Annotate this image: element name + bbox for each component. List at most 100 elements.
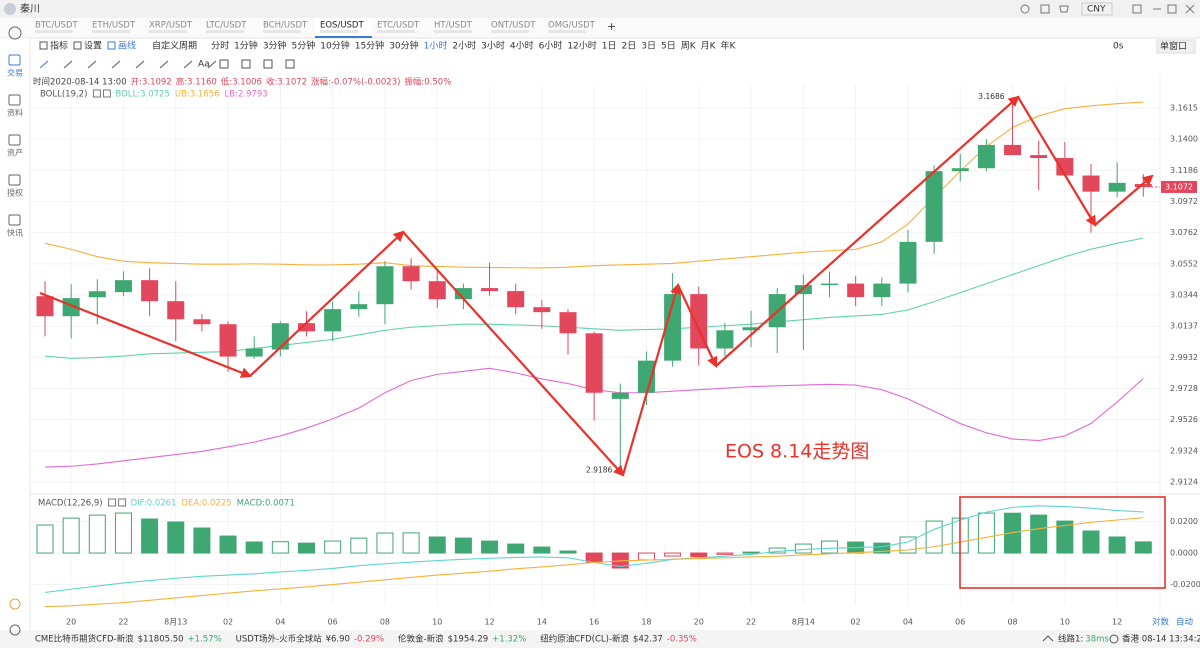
- tool[interactable]: 设置: [84, 41, 102, 52]
- period[interactable]: 分时: [211, 40, 229, 52]
- period[interactable]: 2日: [622, 41, 637, 52]
- period[interactable]: 10分钟: [320, 40, 349, 52]
- draw-tool[interactable]: [159, 60, 169, 69]
- draw-tool[interactable]: [263, 59, 273, 69]
- current-price: 3.1072: [1165, 182, 1193, 191]
- draw-tool[interactable]: [183, 60, 193, 69]
- icon[interactable]: [1167, 4, 1177, 14]
- window-mode[interactable]: 单窗口: [1160, 40, 1187, 52]
- sidebar-label[interactable]: 资产: [7, 148, 23, 158]
- tab[interactable]: ONT/USDT: [491, 21, 536, 31]
- draw-tool[interactable]: [241, 59, 251, 69]
- tool-icon[interactable]: [107, 41, 116, 50]
- period[interactable]: 15分钟: [355, 40, 384, 52]
- tab[interactable]: HT/USDT: [434, 21, 473, 31]
- draw-tool[interactable]: [207, 60, 217, 69]
- tab-underline: [315, 36, 372, 38]
- text-tool[interactable]: Aa: [198, 60, 210, 70]
- sidebar-label[interactable]: 资料: [7, 108, 23, 118]
- period[interactable]: 6小时: [539, 40, 563, 52]
- x-tick-label: 04: [903, 618, 913, 627]
- icon[interactable]: [1132, 4, 1142, 14]
- draw-tool[interactable]: [39, 60, 49, 69]
- period[interactable]: 5分钟: [292, 40, 316, 52]
- draw-tool[interactable]: [285, 59, 295, 69]
- sidebar-icon[interactable]: [8, 54, 21, 66]
- period[interactable]: 1分钟: [234, 40, 258, 52]
- candle-body: [690, 294, 708, 349]
- indicator-close[interactable]: [118, 498, 127, 507]
- quote-change: -0.29%: [354, 635, 384, 645]
- draw-tool[interactable]: [87, 60, 97, 69]
- period[interactable]: 3分钟: [263, 40, 287, 52]
- add-tab[interactable]: +: [607, 20, 616, 33]
- tab[interactable]: EOS/USDT: [320, 21, 364, 31]
- tip-icon[interactable]: [9, 598, 21, 610]
- window-select[interactable]: [1156, 39, 1196, 54]
- icon[interactable]: [1185, 4, 1195, 14]
- tool-icon[interactable]: [73, 41, 82, 50]
- tool[interactable]: 画线: [118, 40, 136, 52]
- period[interactable]: 5日: [661, 41, 676, 52]
- indicator-close[interactable]: [102, 89, 111, 98]
- tab-sub: [377, 30, 415, 33]
- period[interactable]: 4小时: [510, 40, 534, 52]
- period[interactable]: 2小时: [452, 40, 476, 52]
- sidebar-icon[interactable]: [8, 214, 21, 226]
- tab[interactable]: OMG/USDT: [548, 21, 596, 31]
- currency-select[interactable]: [1081, 2, 1113, 16]
- icon[interactable]: [1059, 5, 1069, 13]
- tool-icon[interactable]: [39, 41, 48, 50]
- draw-tool[interactable]: [63, 60, 73, 69]
- avatar[interactable]: [4, 3, 16, 15]
- draw-tool[interactable]: [135, 60, 145, 69]
- period[interactable]: 30分钟: [389, 40, 418, 52]
- window-controls: [1020, 4, 1195, 14]
- tab[interactable]: LTC/USDT: [206, 21, 247, 31]
- period[interactable]: 月K: [701, 41, 717, 52]
- tab[interactable]: BTC/USDT: [35, 21, 78, 31]
- icon[interactable]: [1020, 4, 1030, 14]
- currency[interactable]: CNY: [1087, 5, 1106, 15]
- period[interactable]: 1小时: [424, 40, 448, 52]
- macd-bar: [193, 527, 211, 554]
- indicator-settings[interactable]: [92, 89, 101, 98]
- status-bar: [0, 630, 1200, 648]
- axis-option[interactable]: 自动: [1176, 617, 1194, 628]
- legend-entry: LB:2.9793: [225, 90, 268, 100]
- period[interactable]: 年K: [721, 40, 737, 52]
- period[interactable]: 1日: [602, 41, 617, 52]
- period[interactable]: 3日: [641, 41, 656, 52]
- tab[interactable]: XRP/USDT: [149, 21, 193, 31]
- candle-body: [585, 333, 603, 393]
- x-tick-label: 20: [66, 618, 76, 627]
- tab[interactable]: BCH/USDT: [263, 21, 308, 31]
- axis-option[interactable]: 对数: [1152, 617, 1170, 628]
- tool[interactable]: 指标: [50, 40, 68, 52]
- sidebar-icon[interactable]: [8, 174, 21, 186]
- trend-line: [715, 95, 1020, 367]
- sidebar-label[interactable]: 授权: [7, 188, 23, 198]
- macd-bar: [873, 542, 891, 554]
- tool[interactable]: 自定义周期: [152, 40, 197, 52]
- icon[interactable]: [1040, 4, 1050, 14]
- indicator-settings[interactable]: [108, 498, 117, 507]
- period[interactable]: 12小时: [567, 40, 596, 52]
- trend-line: [621, 282, 681, 476]
- refresh[interactable]: 0s: [1113, 42, 1124, 52]
- candle-body: [114, 280, 132, 293]
- globe-icon[interactable]: [8, 26, 22, 40]
- period[interactable]: 周K: [681, 41, 697, 52]
- draw-tool[interactable]: [219, 59, 229, 69]
- tab[interactable]: ETC/USDT: [377, 21, 420, 31]
- sidebar-icon[interactable]: [8, 94, 21, 106]
- sidebar-label[interactable]: 快讯: [7, 228, 23, 238]
- period[interactable]: 3小时: [481, 40, 505, 52]
- macd-bar: [428, 536, 446, 554]
- tab[interactable]: ETH/USDT: [92, 21, 136, 31]
- sidebar-icon[interactable]: [8, 134, 21, 146]
- sidebar-label[interactable]: 交易: [7, 68, 23, 78]
- draw-tool[interactable]: [111, 60, 121, 69]
- settings-icon[interactable]: [9, 624, 21, 636]
- tab-sub: [35, 30, 73, 33]
